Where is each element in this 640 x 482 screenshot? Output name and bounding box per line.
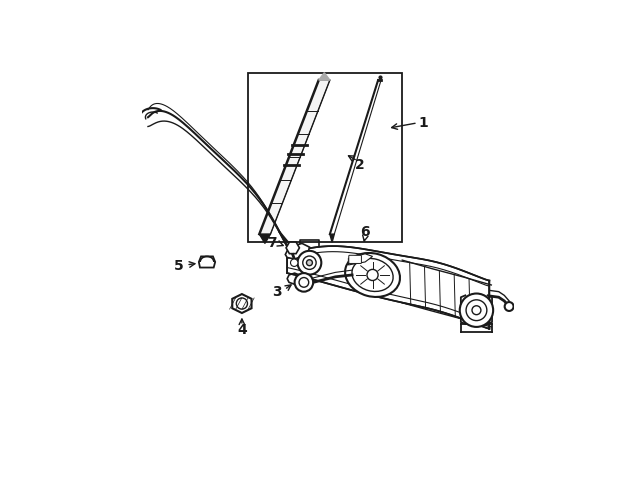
Circle shape — [307, 260, 312, 266]
Text: 2: 2 — [355, 159, 364, 173]
Polygon shape — [259, 80, 330, 234]
Bar — [248, 73, 402, 241]
Circle shape — [505, 302, 513, 311]
Polygon shape — [330, 234, 334, 242]
Polygon shape — [259, 234, 271, 243]
Circle shape — [460, 294, 493, 327]
Polygon shape — [199, 256, 215, 268]
Circle shape — [294, 273, 313, 292]
Text: 5: 5 — [173, 259, 183, 273]
Text: 6: 6 — [360, 225, 370, 239]
Circle shape — [236, 298, 248, 309]
Polygon shape — [287, 246, 490, 329]
Ellipse shape — [352, 258, 393, 292]
FancyBboxPatch shape — [349, 255, 362, 264]
Text: 1: 1 — [419, 116, 429, 130]
Circle shape — [367, 269, 378, 281]
Circle shape — [291, 259, 298, 267]
Polygon shape — [319, 73, 330, 80]
Circle shape — [466, 300, 487, 321]
Circle shape — [472, 306, 481, 315]
Polygon shape — [348, 254, 372, 265]
Polygon shape — [286, 242, 300, 254]
Text: 7: 7 — [267, 236, 276, 251]
Circle shape — [298, 251, 321, 275]
Circle shape — [303, 256, 316, 269]
Text: 4: 4 — [237, 322, 247, 336]
Text: 3: 3 — [272, 285, 282, 299]
Ellipse shape — [345, 253, 400, 297]
Polygon shape — [232, 294, 252, 313]
Circle shape — [299, 278, 308, 287]
Polygon shape — [285, 243, 310, 259]
